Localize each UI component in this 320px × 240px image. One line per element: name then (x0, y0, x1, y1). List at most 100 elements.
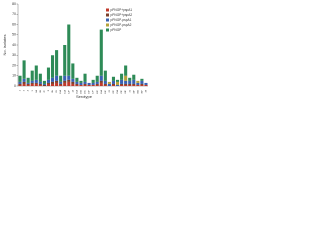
bar-segment (132, 83, 136, 85)
x-tick-label: 5 (32, 89, 34, 91)
bar-segment (55, 50, 59, 76)
x-tick-label: 6B (40, 89, 42, 92)
bar-segment (107, 81, 111, 84)
bar-segment (144, 84, 148, 86)
bar-segment (132, 84, 136, 86)
x-tick-label: 15B (81, 89, 83, 93)
x-tick-label: 15A (75, 89, 78, 93)
bar-segment (136, 84, 140, 86)
bar-segment (83, 81, 87, 84)
x-tick-label: 35F (141, 89, 143, 93)
bar-segment (46, 67, 51, 80)
bar-segment (120, 83, 124, 85)
bar-segment (115, 79, 120, 82)
bar-segment (124, 75, 128, 81)
bar-segment (50, 83, 55, 86)
bar-segment (59, 81, 63, 84)
bar-segment (99, 29, 103, 76)
x-tick-label: 4 (28, 89, 30, 91)
bar-segment (26, 77, 30, 83)
bar-segment (50, 55, 55, 78)
bar-segment (18, 81, 22, 84)
legend-label: pPNGP-pspA2 (111, 23, 132, 27)
x-tick-label: 6A (35, 89, 38, 92)
bar-segment (99, 80, 103, 83)
bar-segment (71, 83, 75, 86)
x-tick-label: 3 (24, 89, 26, 91)
bar-segment (46, 82, 51, 84)
x-tick-label: 10A (59, 89, 62, 93)
bar-segment (140, 80, 144, 84)
x-tick-label: 17F (93, 89, 95, 93)
bar-segment (103, 80, 107, 84)
bar-segment (42, 84, 46, 86)
bar-segment (128, 84, 132, 86)
bar-segment (30, 82, 34, 84)
bar-segment (83, 83, 87, 85)
bar-segment (38, 84, 42, 86)
chart: No. isolates Serotype 0 10 20 30 40 50 60 70 80 1… (2, 2, 148, 99)
x-tick-label: 18C (97, 90, 99, 94)
bar-segment (136, 82, 140, 85)
y-tick-label: 80 (12, 2, 16, 6)
bar-segment (128, 80, 132, 84)
bar-segment (140, 83, 144, 85)
x-tick-label: 23A (116, 89, 119, 93)
bar-segment (46, 79, 51, 83)
bar-segment (63, 45, 67, 76)
bar-segment (132, 74, 136, 80)
bar-segment (67, 75, 71, 80)
legend-swatch (106, 28, 109, 32)
bar-segment (22, 78, 26, 82)
bar-segment (63, 82, 67, 86)
bar-segment (50, 77, 55, 82)
bar-segment (99, 82, 103, 86)
bar-segment (91, 82, 95, 85)
bar-segment (38, 73, 42, 82)
bar-segment (128, 77, 132, 81)
bar-segment (30, 80, 34, 83)
x-tick-label: 9N (52, 90, 54, 93)
bar-segment (144, 82, 148, 85)
bar-segment (124, 83, 128, 85)
x-tick-label: 9V (56, 89, 58, 92)
bar-segment (18, 83, 22, 85)
bar-segment (124, 80, 128, 84)
y-axis-label: No. isolates (2, 35, 7, 56)
y-tick-label: 70 (12, 12, 16, 16)
x-tick-label: 11A (63, 89, 66, 93)
bar-segment (46, 83, 51, 86)
bar-segment (115, 84, 120, 86)
bar-segment (30, 70, 34, 81)
bar-segment (71, 81, 75, 84)
bar-segment (34, 65, 38, 80)
legend-label: pPNGP+pspA1 (111, 8, 133, 12)
bar-segment (87, 84, 91, 86)
x-tick-label: 20 (109, 89, 111, 92)
x-tick-label: 14 (72, 89, 74, 92)
bar-segment (128, 83, 132, 85)
bar-segment (34, 83, 38, 86)
x-tick-label: 1 (20, 89, 22, 91)
bar-segment (42, 80, 46, 84)
bar-segment (83, 84, 87, 86)
bar-segment (95, 75, 99, 82)
legend-swatch (106, 8, 109, 12)
x-tick-label: 16F (89, 89, 91, 93)
y-tick-label: 50 (12, 33, 16, 37)
bar-segment (124, 84, 128, 86)
bar-segment (22, 81, 26, 84)
x-tick-label: 12F (68, 89, 70, 93)
bar-segment (59, 84, 63, 86)
bar-segment (34, 82, 38, 84)
bar-segment (99, 75, 103, 81)
bar-segment (120, 73, 124, 80)
bar-segment (67, 79, 71, 82)
bar-segment (140, 84, 144, 86)
x-tick-label: 31 (129, 89, 131, 92)
bar-segment (111, 76, 116, 81)
bar-segment (79, 82, 83, 85)
bar-segment (111, 80, 116, 84)
bar-segment (136, 80, 140, 83)
y-tick-label: 0 (14, 84, 16, 88)
